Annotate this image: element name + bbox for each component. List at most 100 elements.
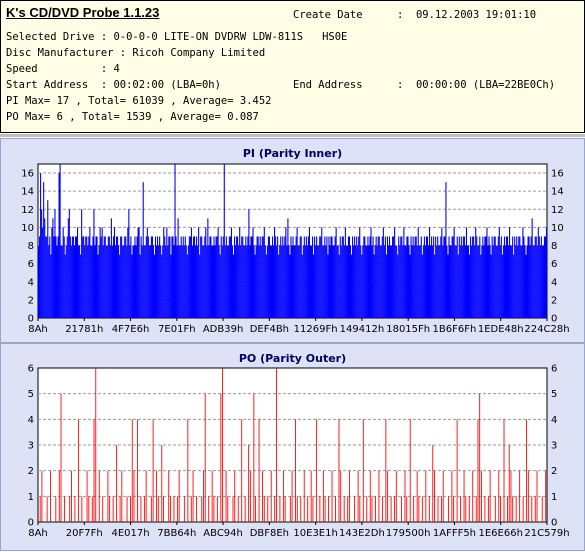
y-tick-label-left: 6 [28,259,34,270]
data-bar [43,182,45,318]
data-bar [108,236,110,318]
data-bar [456,419,458,522]
x-tick-label: 179500h [386,528,431,539]
data-bar [385,419,387,522]
data-bar [448,236,450,318]
data-bar [133,245,135,318]
data-bar [458,236,460,318]
po-chart: PO (Parity Outer) 0 0 1 1 2 2 3 3 4 4 5 5 6 6 8Ah 20F7Fh… [28,352,570,539]
data-bar [365,245,367,318]
data-bar [162,245,164,318]
data-bar [120,236,122,318]
data-bar [144,245,146,318]
data-bar [126,245,128,318]
data-bar [237,496,239,522]
data-bar [225,470,227,522]
data-bar [41,209,43,318]
data-bar [268,236,270,318]
y-tick-label-left: 12 [21,205,34,216]
data-bar [84,245,86,318]
data-bar [541,245,543,318]
data-bar [331,236,333,318]
data-bar [59,164,61,318]
data-bar [170,496,171,522]
data-bar [178,245,180,318]
y-tick-label-left: 2 [28,295,34,306]
data-bar [454,245,456,318]
data-bar [119,496,121,522]
data-bar [486,227,488,318]
data-bar [251,236,253,318]
data-bar [438,245,440,318]
data-bar [243,245,245,318]
data-bar [98,470,100,522]
data-bar [274,496,276,522]
data-bar [170,254,172,318]
data-bar [284,496,286,522]
data-bar [86,470,88,522]
data-bar [467,245,470,318]
data-bar [309,245,312,318]
data-bar [256,236,258,318]
data-bar [279,496,281,522]
y-tick-label-left: 2 [28,466,34,477]
data-bar [304,245,306,318]
data-bar [338,254,340,318]
data-bar [283,245,285,318]
data-bar [466,245,469,318]
selected-drive: Selected Drive : 0-0-0-0 LITE-ON DVDRW L… [6,31,348,43]
data-bar [190,227,192,318]
data-bar [418,245,420,318]
data-bar [464,245,466,318]
data-bar [519,470,521,522]
data-bar [115,236,118,318]
data-bar [482,236,484,318]
data-bar [98,245,100,318]
y-tick-label-right: 14 [551,187,564,198]
data-bar [364,236,366,318]
data-bar [132,245,134,318]
data-bar [477,419,479,522]
data-bar [58,470,60,522]
data-bar [356,236,358,318]
x-tick-label: 1EDE48h [478,324,524,335]
data-bar [406,496,408,522]
data-bar [145,236,147,318]
data-bar [171,236,173,318]
data-bar [187,245,189,318]
data-bar [292,236,294,318]
data-bar [64,254,66,318]
data-bar [74,496,76,522]
data-bar [418,496,420,522]
data-bar [315,419,317,522]
data-bar [417,227,419,318]
data-bar [487,496,489,522]
create-date-value: : 09.12.2003 19:01:10 [397,9,537,21]
y-tick-label-right: 5 [551,389,557,400]
data-bar [301,254,303,318]
y-tick-label-left: 10 [21,223,34,234]
data-bar [220,236,222,318]
data-bar [291,470,293,522]
x-tick-label: 143E2Dh [339,528,385,539]
data-bar [161,445,163,522]
data-bar [46,496,48,522]
data-bar [215,236,217,318]
data-bar [399,245,401,318]
data-bar [453,496,455,522]
data-bar [500,496,501,522]
y-tick-label-left: 14 [21,187,34,198]
pi-stats: PI Max= 17 , Total= 61039 , Average= 3.4… [6,95,272,107]
data-bar [334,236,336,318]
data-bar [65,245,67,318]
data-bar [97,254,99,318]
data-bar [185,245,187,318]
data-bar [411,245,413,318]
data-bar [211,470,213,522]
data-bar [212,245,214,318]
data-bar [425,236,427,318]
data-bar [137,419,138,522]
data-bar [252,227,254,318]
data-bar [430,245,432,318]
data-bar [302,245,304,318]
